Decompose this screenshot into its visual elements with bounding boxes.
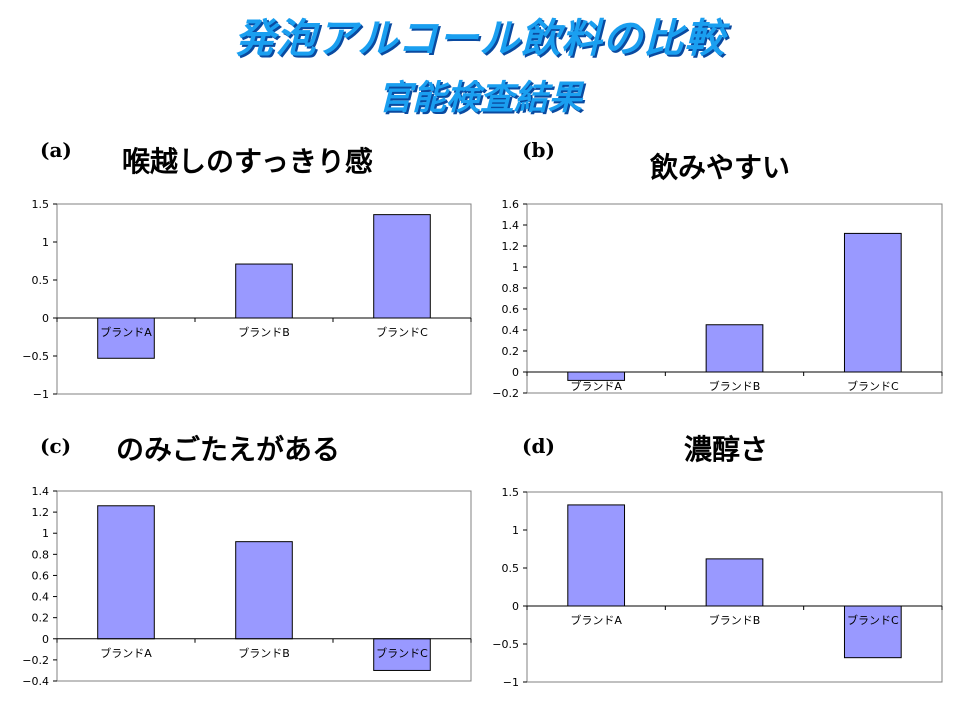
chart-title-a: 喉越しのすっきり感 [122, 145, 373, 178]
bar-3 [843, 605, 902, 659]
y-tick-label: 0 [512, 366, 519, 379]
bar-1 [97, 317, 155, 359]
chart-a: 1.5 1 0.5 0 −0.5 −1 ブランドA ブランドB ブランドC [22, 198, 472, 401]
y-tick-label: −0.5 [22, 350, 49, 363]
bar-2 [705, 324, 764, 373]
category-label: ブランドA [570, 379, 622, 393]
panel-label-c: (c) [40, 434, 72, 458]
y-tick-label: 1 [512, 261, 519, 274]
y-tick-label: 0 [42, 633, 49, 646]
y-tick-label: 1.4 [502, 219, 520, 232]
y-tick-label: 0.6 [502, 303, 520, 316]
category-label: ブランドC [847, 613, 899, 627]
y-tick-label: 1 [512, 524, 519, 537]
chart-title-d: 濃醇さ [684, 433, 769, 466]
category-label: ブランドA [570, 613, 622, 627]
y-tick-label: −0.4 [22, 675, 49, 688]
chart-d: 1.5 1 0.5 0 −0.5 −1 ブランドA ブランドB ブランドC [492, 486, 943, 689]
y-tick-label: 1.2 [502, 240, 520, 253]
y-tick-label: −0.2 [492, 387, 519, 400]
y-tick-label: 1.5 [32, 198, 50, 211]
category-label: ブランドC [847, 379, 899, 393]
category-label: ブランドB [238, 646, 290, 660]
category-label: ブランドB [709, 613, 761, 627]
category-label: ブランドA [100, 646, 152, 660]
y-tick-label: 0.8 [502, 282, 520, 295]
y-tick-label: 0 [42, 312, 49, 325]
y-tick-label: 1.6 [502, 198, 520, 211]
y-tick-label: 0.2 [32, 612, 50, 625]
category-label: ブランドB [238, 325, 290, 339]
bar-3 [373, 638, 431, 671]
y-tick-label: 0.6 [32, 569, 50, 582]
bar-2 [235, 263, 293, 319]
slide-subtitle: 官能検査結果 [378, 78, 582, 118]
y-tick-label: 1.4 [32, 485, 50, 498]
category-label: ブランドC [376, 325, 428, 339]
category-label: ブランドA [100, 325, 152, 339]
y-tick-label: 0.4 [502, 324, 520, 337]
bar-3 [843, 232, 902, 373]
slide-title: 発泡アルコール飲料の比較 [234, 16, 726, 62]
chart-title-c: のみごたえがある [116, 433, 341, 466]
chart-title-b: 飲みやすい [650, 151, 791, 184]
chart-c: 1.4 1.2 1 0.8 0.6 0.4 0.2 0 −0.2 −0.4 ブランドA ブランドB ブラ… [22, 485, 472, 688]
y-tick-label: 1 [42, 527, 49, 540]
bar-1 [567, 504, 626, 607]
y-tick-label: 0.2 [502, 345, 520, 358]
panel-label-a: (a) [40, 138, 72, 162]
y-tick-label: 1.5 [502, 486, 520, 499]
bar-2 [705, 558, 764, 607]
y-tick-label: −0.5 [492, 638, 519, 651]
y-tick-label: 1.2 [32, 506, 50, 519]
y-tick-label: 0.4 [32, 591, 50, 604]
y-tick-label: 0 [512, 600, 519, 613]
chart-b: 1.6 1.4 1.2 1 0.8 0.6 0.4 0.2 0 −0.2 ブランドA ブランドB ブラン… [492, 198, 943, 400]
panel-label-b: (b) [522, 138, 555, 162]
y-tick-label: −1 [503, 676, 519, 689]
y-tick-label: 0.5 [502, 562, 520, 575]
category-label: ブランドB [709, 379, 761, 393]
bar-2 [235, 541, 293, 640]
y-tick-label: −0.2 [22, 654, 49, 667]
bar-3 [373, 214, 431, 319]
panel-label-d: (d) [522, 434, 555, 458]
y-tick-label: −1 [33, 388, 49, 401]
y-tick-label: 0.8 [32, 548, 50, 561]
category-label: ブランドC [376, 646, 428, 660]
bar-1 [97, 505, 155, 640]
y-tick-label: 0.5 [32, 274, 50, 287]
y-tick-label: 1 [42, 236, 49, 249]
